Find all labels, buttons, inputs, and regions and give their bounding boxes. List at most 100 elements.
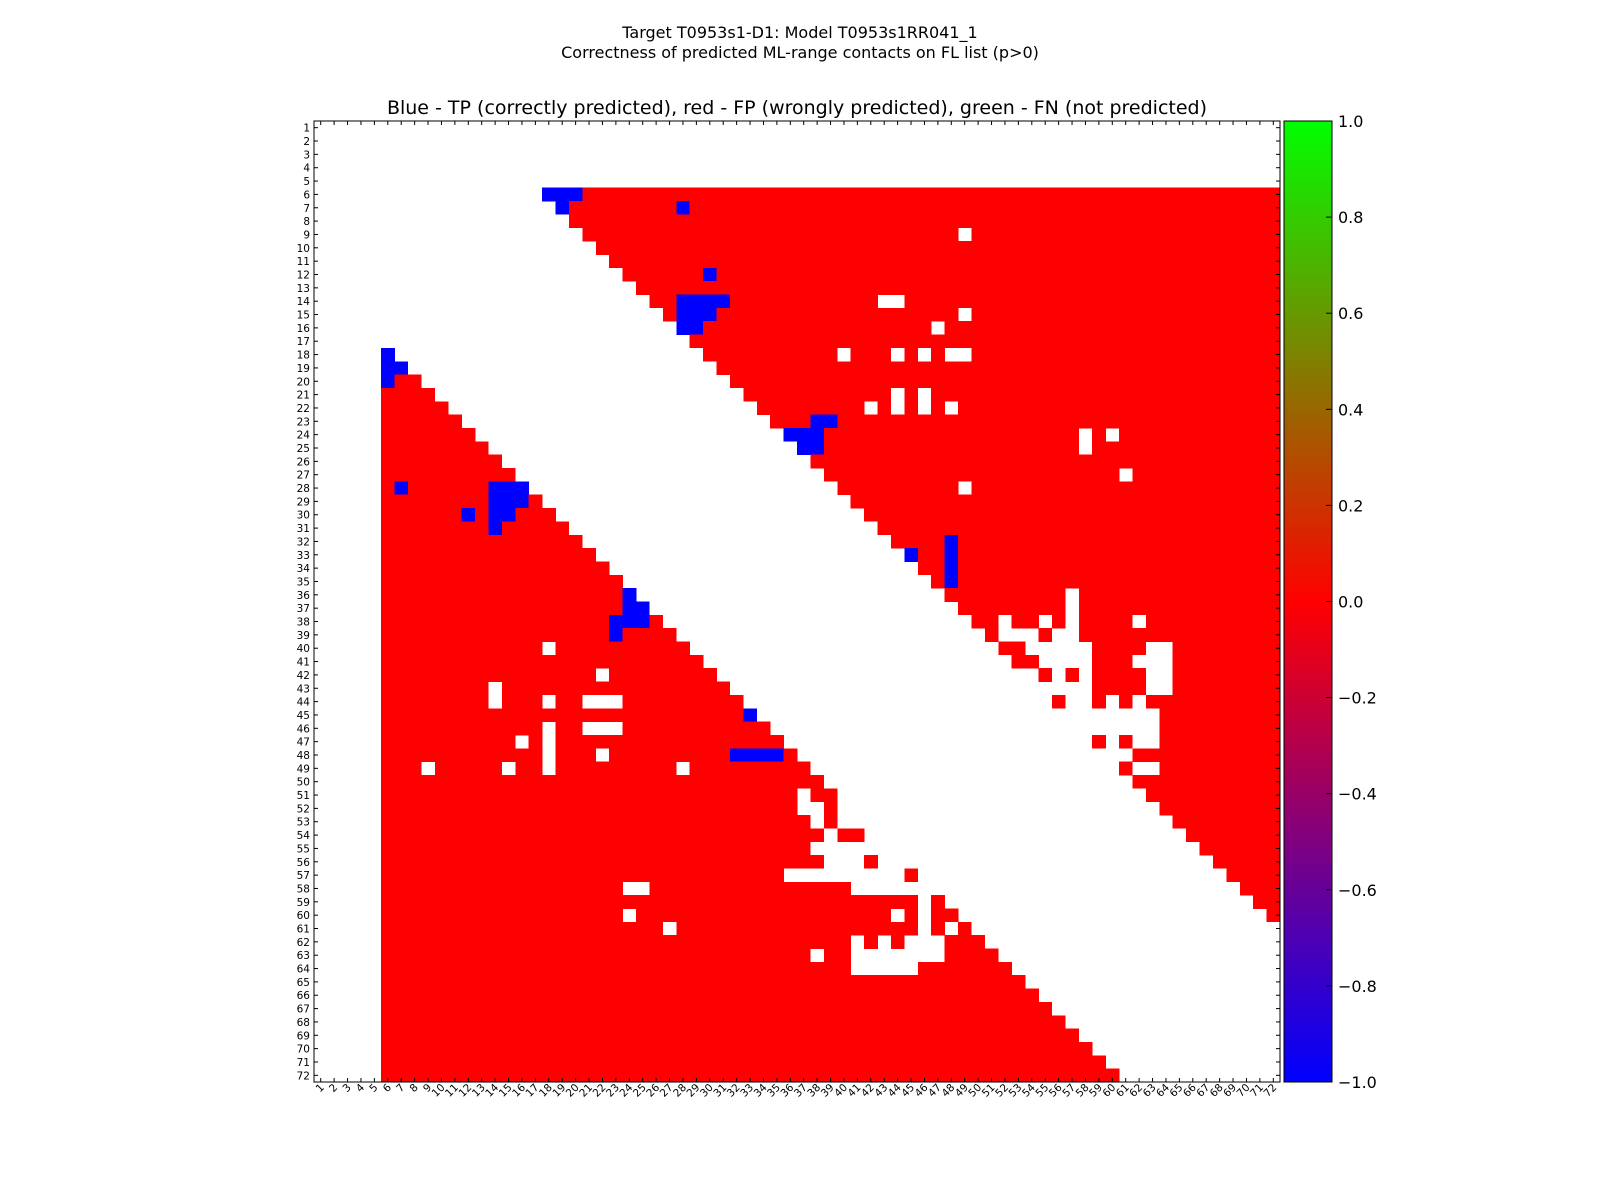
fp-cell-lower-57-27 [662, 868, 677, 883]
fp-cell-upper-13-50 [971, 281, 986, 295]
fp-cell-upper-44-64 [1159, 694, 1173, 709]
fp-cell-upper-41-71 [1253, 654, 1267, 669]
fp-cell-upper-8-24 [622, 214, 637, 229]
fp-cell-upper-9-31 [716, 227, 731, 242]
fp-cell-lower-60-39 [823, 908, 838, 923]
fp-cell-lower-41-24 [622, 654, 637, 669]
fp-cell-lower-48-36 [783, 748, 798, 762]
fp-cell-upper-14-69 [1226, 294, 1241, 309]
fp-cell-lower-68-27 [662, 1015, 677, 1029]
y-tick-label: 66 [297, 990, 311, 1002]
fp-cell-upper-6-63 [1145, 187, 1160, 202]
fp-cell-upper-30-52 [998, 508, 1012, 522]
tp-cell-lower-48-35 [770, 748, 784, 762]
fp-cell-lower-56-13 [475, 855, 489, 869]
fp-cell-lower-47-19 [555, 734, 570, 749]
fp-cell-lower-41-7 [394, 654, 409, 669]
y-tick-label: 7 [303, 203, 310, 215]
fp-cell-lower-50-13 [475, 775, 489, 789]
fp-cell-upper-47-72 [1266, 734, 1281, 749]
fp-cell-upper-6-45 [904, 187, 919, 202]
fp-cell-upper-44-65 [1172, 694, 1187, 709]
fp-cell-upper-16-66 [1186, 321, 1200, 335]
fp-cell-upper-18-38 [810, 347, 825, 362]
fp-cell-lower-69-17 [528, 1028, 543, 1043]
fp-cell-upper-24-62 [1132, 427, 1147, 442]
fp-cell-upper-50-71 [1253, 775, 1267, 789]
fp-cell-upper-26-58 [1078, 454, 1093, 469]
fp-cell-lower-25-8 [407, 441, 422, 455]
fp-cell-upper-21-59 [1092, 387, 1106, 402]
fp-cell-upper-19-67 [1199, 361, 1214, 375]
fp-cell-upper-10-45 [904, 241, 919, 255]
fp-cell-upper-36-55 [1038, 588, 1053, 602]
fp-cell-lower-24-8 [407, 427, 422, 442]
fp-cell-upper-31-50 [971, 521, 986, 536]
fp-cell-upper-17-48 [944, 334, 959, 349]
fp-cell-lower-43-31 [716, 681, 731, 696]
fp-cell-upper-11-61 [1119, 254, 1133, 269]
fp-cell-upper-49-66 [1186, 761, 1200, 776]
fp-cell-lower-71-12 [461, 1055, 476, 1069]
fp-cell-lower-40-24 [622, 641, 637, 656]
fp-cell-upper-24-56 [1051, 427, 1066, 442]
fp-cell-upper-55-72 [1266, 841, 1281, 856]
fp-cell-lower-68-25 [636, 1015, 650, 1029]
fp-cell-upper-40-60 [1105, 641, 1120, 656]
fp-cell-upper-12-41 [850, 267, 865, 282]
fp-cell-upper-47-61 [1119, 734, 1133, 749]
fp-cell-lower-38-9 [421, 614, 436, 629]
fp-cell-lower-55-17 [528, 841, 543, 856]
y-tick-label: 47 [297, 737, 310, 749]
fp-cell-lower-72-27 [662, 1068, 677, 1083]
fp-cell-lower-64-18 [542, 961, 556, 976]
fp-cell-upper-12-44 [890, 267, 905, 282]
fp-cell-lower-31-19 [555, 521, 570, 536]
fp-cell-lower-50-20 [568, 775, 583, 789]
fp-cell-upper-11-32 [729, 254, 744, 269]
fp-cell-upper-27-67 [1199, 468, 1214, 482]
fp-cell-upper-17-39 [823, 334, 838, 349]
axes-frame [313, 120, 1281, 1083]
fp-cell-lower-38-11 [448, 614, 462, 629]
fp-cell-lower-68-31 [716, 1015, 731, 1029]
fp-cell-lower-43-9 [421, 681, 436, 696]
fp-cell-upper-15-33 [743, 307, 758, 322]
fp-cell-lower-48-7 [394, 748, 409, 762]
fp-cell-lower-22-10 [434, 401, 449, 415]
fp-cell-lower-59-29 [689, 895, 704, 909]
fp-cell-upper-21-55 [1038, 387, 1053, 402]
fp-cell-upper-48-62 [1132, 748, 1147, 762]
fp-cell-upper-21-51 [984, 387, 999, 402]
fp-cell-lower-49-13 [475, 761, 489, 776]
fp-cell-upper-16-50 [971, 321, 986, 335]
fp-cell-upper-40-59 [1092, 641, 1106, 656]
fp-cell-upper-26-71 [1253, 454, 1267, 469]
fp-cell-lower-66-12 [461, 988, 476, 1003]
fp-cell-upper-37-61 [1119, 601, 1133, 616]
fp-cell-lower-65-53 [1011, 975, 1026, 989]
fp-cell-lower-51-38 [810, 788, 825, 803]
fp-cell-lower-72-28 [676, 1068, 690, 1083]
fp-cell-lower-35-20 [568, 574, 583, 589]
fp-cell-lower-61-45 [904, 921, 919, 936]
fp-cell-upper-46-71 [1253, 721, 1267, 736]
fp-cell-upper-15-35 [770, 307, 784, 322]
fp-cell-upper-14-54 [1025, 294, 1039, 309]
fp-cell-lower-64-10 [434, 961, 449, 976]
fp-cell-lower-54-17 [528, 828, 543, 843]
fp-cell-lower-71-53 [1011, 1055, 1026, 1069]
fp-cell-lower-62-48 [944, 935, 959, 949]
fp-cell-upper-35-47 [931, 574, 945, 589]
fp-cell-upper-12-68 [1212, 267, 1227, 282]
fp-cell-upper-18-69 [1226, 347, 1241, 362]
fp-cell-upper-15-70 [1239, 307, 1254, 322]
fp-cell-upper-33-58 [1078, 548, 1093, 562]
fp-cell-upper-55-70 [1239, 841, 1254, 856]
fp-cell-upper-34-47 [931, 561, 945, 576]
fp-cell-upper-30-49 [958, 508, 972, 522]
fp-cell-upper-33-47 [931, 548, 945, 562]
fp-cell-upper-40-69 [1226, 641, 1241, 656]
fp-cell-upper-11-30 [703, 254, 717, 269]
fp-cell-upper-23-51 [984, 414, 999, 429]
